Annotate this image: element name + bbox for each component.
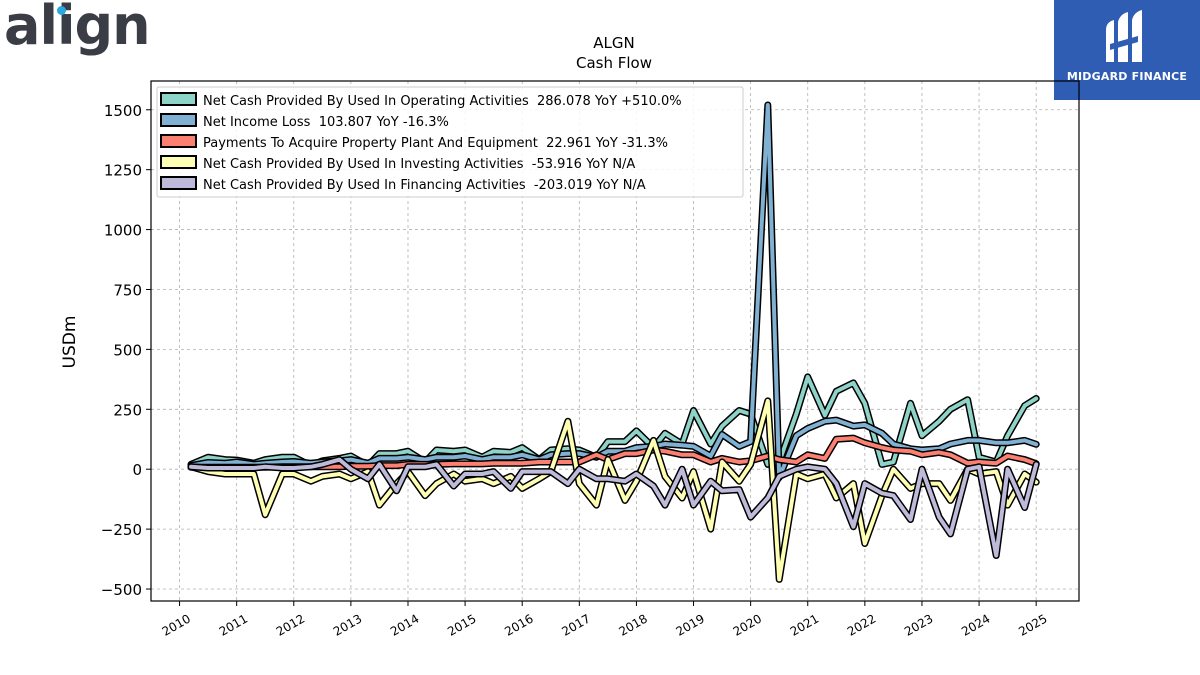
x-tick-label: 2015 <box>445 611 478 638</box>
y-tick-label: 250 <box>113 401 142 419</box>
align-logo-text: align <box>4 0 151 57</box>
x-tick-label: 2025 <box>1016 611 1049 638</box>
y-tick-label: −500 <box>101 581 142 599</box>
legend-swatch <box>160 155 197 169</box>
chart-title: ALGN <box>593 34 634 52</box>
series-line-payments-to-acquire-property-plant-and-equipment <box>189 436 1039 470</box>
x-tick-label: 2016 <box>502 611 535 638</box>
y-tick-label: 750 <box>113 281 142 299</box>
align-logo: align <box>4 0 151 62</box>
x-tick-label: 2021 <box>788 611 821 638</box>
x-tick-label: 2014 <box>388 611 421 638</box>
legend: Net Cash Provided By Used In Operating A… <box>156 86 744 198</box>
x-tick-label: 2017 <box>559 611 592 638</box>
x-tick-label: 2012 <box>274 611 307 638</box>
legend-swatch <box>160 176 197 190</box>
legend-entry: Net Cash Provided By Used In Financing A… <box>203 178 646 193</box>
y-axis-label: USDm <box>60 316 80 369</box>
align-logo-dot <box>57 6 66 15</box>
y-tick-label: 0 <box>132 461 142 479</box>
legend-entry: Net Cash Provided By Used In Investing A… <box>203 157 635 172</box>
x-tick-label: 2018 <box>616 611 649 638</box>
legend-swatch <box>160 92 197 106</box>
x-tick-label: 2024 <box>959 611 992 638</box>
series-line-net-cash-provided-by-used-in-investing-activities-outline <box>187 397 1040 583</box>
series-line-net-cash-provided-by-used-in-financing-activities <box>189 457 1039 558</box>
x-tick-label: 2022 <box>845 611 878 638</box>
legend-box <box>156 86 744 198</box>
chart-subtitle: Cash Flow <box>576 54 652 72</box>
midgard-finance-logo: MIDGARD FINANCE <box>1054 0 1200 100</box>
y-tick-label: 1250 <box>104 162 142 180</box>
x-tick-label: 2020 <box>731 611 764 638</box>
legend-entry: Net Cash Provided By Used In Operating A… <box>203 94 682 109</box>
legend-swatch <box>160 113 197 127</box>
legend-swatch <box>160 134 197 148</box>
midgard-finance-name: MIDGARD FINANCE <box>1066 70 1188 83</box>
y-tick-label: −250 <box>101 521 142 539</box>
x-tick-label: 2019 <box>674 611 707 638</box>
legend-entry: Payments To Acquire Property Plant And E… <box>203 136 668 151</box>
series-lines <box>187 101 1040 583</box>
y-tick-label: 1500 <box>104 102 142 120</box>
y-tick-label: 1000 <box>104 222 142 240</box>
legend-entry: Net Income Loss 103.807 YoY -16.3% <box>203 115 449 130</box>
x-axis-ticks: 2010 2011 2012 2013 2014 2015 2016 2017 2018 2019… <box>160 601 1050 639</box>
y-axis-ticks: −500 −250 0 250 500 750 1000 1250 1500 <box>101 102 151 599</box>
x-tick-label: 2023 <box>902 611 935 638</box>
y-tick-label: 500 <box>113 341 142 359</box>
plot-frame <box>150 80 1080 602</box>
midgard-emblem-icon <box>1106 10 1142 62</box>
x-tick-label: 2010 <box>160 611 193 638</box>
x-tick-label: 2011 <box>217 611 250 638</box>
x-tick-label: 2013 <box>331 611 364 638</box>
